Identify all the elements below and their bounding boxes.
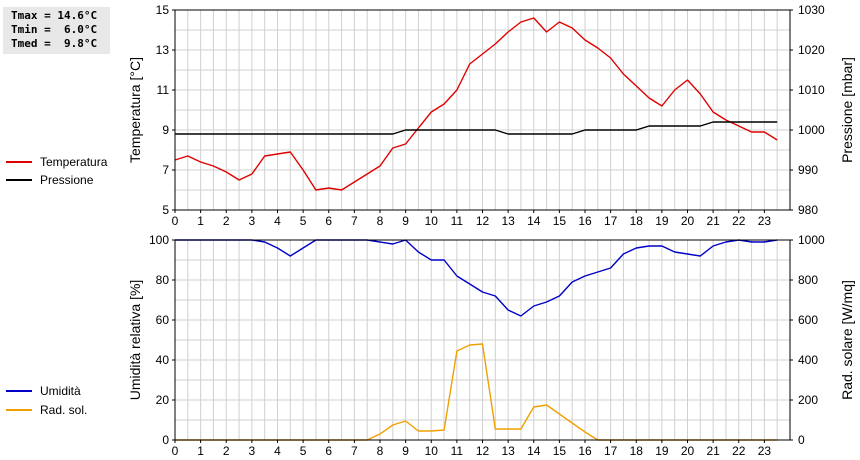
chart2-ytick-left-label: 0 bbox=[162, 433, 169, 447]
legend-swatch-pressione bbox=[6, 179, 32, 181]
legend-swatch-rad-sol bbox=[6, 409, 32, 411]
chart2-xtick-label: 21 bbox=[706, 444, 720, 458]
chart1-xtick-label: 14 bbox=[527, 214, 541, 228]
chart1-xtick-label: 6 bbox=[325, 214, 332, 228]
chart1-xtick-label: 18 bbox=[630, 214, 644, 228]
chart2-xtick-label: 9 bbox=[402, 444, 409, 458]
chart2-xtick-label: 6 bbox=[325, 444, 332, 458]
chart1-xtick-label: 8 bbox=[377, 214, 384, 228]
chart1-xtick-label: 17 bbox=[604, 214, 618, 228]
stat-tmax: Tmax = 14.6°C bbox=[11, 9, 98, 22]
chart2-xtick-label: 14 bbox=[527, 444, 541, 458]
legend-rad-sol: Rad. sol. bbox=[6, 402, 87, 418]
stat-tmin: Tmin = 6.0°C bbox=[11, 23, 98, 36]
chart2-ytick-left-label: 60 bbox=[156, 313, 170, 327]
legend-pressione: Pressione bbox=[6, 172, 93, 188]
chart2-xtick-label: 4 bbox=[274, 444, 281, 458]
chart1-ytick-right-label: 1010 bbox=[798, 83, 825, 97]
chart1-series-2-line bbox=[175, 121, 778, 135]
chart1-xtick-label: 4 bbox=[274, 214, 281, 228]
chart2-xtick-label: 13 bbox=[501, 444, 515, 458]
chart1-ytick-left-label: 9 bbox=[162, 123, 169, 137]
chart2-xtick-label: 18 bbox=[630, 444, 644, 458]
chart1-ytick-right-label: 980 bbox=[798, 203, 818, 217]
chart2-xtick-label: 2 bbox=[223, 444, 230, 458]
chart1-ytick-left-label: 5 bbox=[162, 203, 169, 217]
chart2-ylabel-right: Rad. solare [W/mq] bbox=[839, 280, 855, 400]
chart2-xtick-label: 17 bbox=[604, 444, 618, 458]
chart1-ylabel-right: Pressione [mbar] bbox=[839, 57, 855, 163]
legend-swatch-umidita bbox=[6, 390, 32, 392]
legend-label-temperatura: Temperatura bbox=[40, 155, 108, 169]
chart2-ytick-left-label: 80 bbox=[156, 273, 170, 287]
stat-tmed: Tmed = 9.8°C bbox=[11, 37, 98, 50]
chart2-ytick-left-label: 20 bbox=[156, 393, 170, 407]
chart2-xtick-label: 16 bbox=[578, 444, 592, 458]
chart1-ytick-right-label: 1030 bbox=[798, 3, 825, 17]
chart1-xtick-label: 5 bbox=[300, 214, 307, 228]
legend-label-umidita: Umidità bbox=[40, 384, 81, 398]
chart1-ylabel-left: Temperatura [°C] bbox=[127, 57, 143, 163]
chart1-xtick-label: 22 bbox=[732, 214, 746, 228]
chart1-ytick-left-label: 13 bbox=[156, 43, 170, 57]
chart1-ytick-left-label: 15 bbox=[156, 3, 170, 17]
chart1-ytick-right-label: 990 bbox=[798, 163, 818, 177]
chart1-ytick-left-label: 7 bbox=[162, 163, 169, 177]
chart2-ylabel-left: Umidità relativa [%] bbox=[127, 280, 143, 401]
chart2-xtick-label: 7 bbox=[351, 444, 358, 458]
chart2-xtick-label: 15 bbox=[553, 444, 567, 458]
chart1-xtick-label: 2 bbox=[223, 214, 230, 228]
chart1-xtick-label: 15 bbox=[553, 214, 567, 228]
chart1-xtick-label: 20 bbox=[681, 214, 695, 228]
chart2-xtick-label: 1 bbox=[197, 444, 204, 458]
chart2-ytick-right-label: 800 bbox=[798, 273, 818, 287]
chart2-xtick-label: 11 bbox=[451, 444, 464, 458]
chart2-ytick-left-label: 100 bbox=[149, 233, 169, 247]
chart2-xtick-label: 23 bbox=[758, 444, 772, 458]
chart2-xtick-label: 3 bbox=[249, 444, 256, 458]
chart1-ytick-left-label: 11 bbox=[157, 83, 170, 97]
chart2-ytick-right-label: 1000 bbox=[798, 233, 825, 247]
chart1-xtick-label: 16 bbox=[578, 214, 592, 228]
chart1-xtick-label: 23 bbox=[758, 214, 772, 228]
chart1-xtick-label: 10 bbox=[425, 214, 439, 228]
chart2-xtick-label: 12 bbox=[476, 444, 490, 458]
chart2-ytick-right-label: 400 bbox=[798, 353, 818, 367]
chart2-ytick-right-label: 0 bbox=[798, 433, 805, 447]
chart1-ytick-right-label: 1020 bbox=[798, 43, 825, 57]
chart1-xtick-label: 21 bbox=[706, 214, 720, 228]
stats-box: Tmax = 14.6°C Tmin = 6.0°C Tmed = 9.8°C bbox=[3, 7, 110, 54]
chart2-xtick-label: 22 bbox=[732, 444, 746, 458]
chart1-series-1-line bbox=[174, 17, 778, 191]
chart1-xtick-label: 0 bbox=[172, 214, 179, 228]
chart2-series-1-line bbox=[175, 239, 778, 317]
chart1-xtick-label: 7 bbox=[351, 214, 358, 228]
legend-label-pressione: Pressione bbox=[40, 173, 94, 187]
legend-temperatura: Temperatura bbox=[6, 154, 107, 170]
legend-umidita: Umidità bbox=[6, 383, 81, 399]
chart2-ytick-right-label: 200 bbox=[798, 393, 818, 407]
chart1-xtick-label: 12 bbox=[476, 214, 490, 228]
chart1-xtick-label: 19 bbox=[655, 214, 669, 228]
legend-swatch-temperatura bbox=[6, 161, 32, 163]
chart1-xtick-label: 9 bbox=[402, 214, 409, 228]
chart1-xtick-label: 13 bbox=[501, 214, 515, 228]
chart2-xtick-label: 5 bbox=[300, 444, 307, 458]
chart1-ytick-right-label: 1000 bbox=[798, 123, 825, 137]
chart2-xtick-label: 20 bbox=[681, 444, 695, 458]
chart2-ytick-left-label: 40 bbox=[156, 353, 170, 367]
chart2-xtick-label: 19 bbox=[655, 444, 669, 458]
chart2-ytick-right-label: 600 bbox=[798, 313, 818, 327]
chart1-xtick-label: 1 bbox=[197, 214, 204, 228]
chart1-xtick-label: 11 bbox=[451, 214, 464, 228]
chart2-xtick-label: 8 bbox=[377, 444, 384, 458]
chart2-xtick-label: 10 bbox=[425, 444, 439, 458]
chart2-series-2-line bbox=[175, 343, 778, 441]
legend-label-rad-sol: Rad. sol. bbox=[40, 403, 88, 417]
chart2-xtick-label: 0 bbox=[172, 444, 179, 458]
chart1-xtick-label: 3 bbox=[249, 214, 256, 228]
